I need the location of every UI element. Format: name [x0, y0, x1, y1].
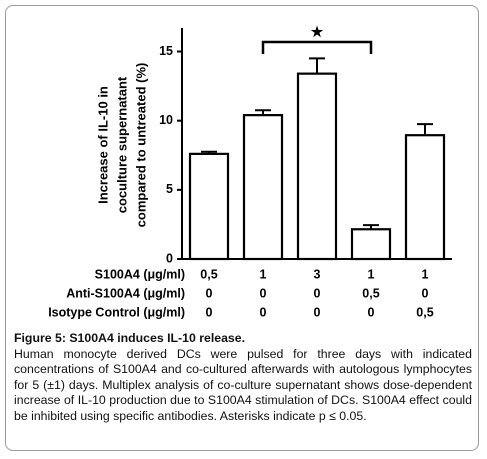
y-tick-label: 5	[166, 182, 173, 196]
bar	[242, 114, 284, 261]
cell: 0	[314, 286, 321, 300]
row-label: Isotype Control (μg/ml)	[48, 305, 185, 319]
cell: 0	[422, 286, 429, 300]
cell: 0	[314, 305, 321, 319]
y-tick-label: 10	[159, 113, 173, 127]
significance-bracket	[261, 40, 373, 54]
y-axis-label: coculture supernatant	[114, 76, 129, 213]
error-bar	[417, 123, 433, 136]
cell: 3	[314, 267, 321, 281]
cell: 0	[206, 286, 213, 300]
cell: 0,5	[200, 267, 217, 281]
bar	[296, 72, 338, 261]
y-tick-label: 0	[166, 251, 173, 265]
cell: 1	[260, 267, 267, 281]
error-bar	[201, 150, 217, 154]
error-bar	[309, 57, 325, 74]
bar	[404, 134, 446, 261]
row-label: Anti-S100A4 (μg/ml)	[66, 286, 185, 300]
error-bar	[363, 224, 379, 230]
cell: 1	[368, 267, 375, 281]
y-axis-label: Increase of IL-10 in	[95, 86, 110, 204]
cell: 0	[260, 305, 267, 319]
significance-star: ★	[311, 24, 324, 40]
figure-frame	[5, 5, 479, 451]
cell: 0	[206, 305, 213, 319]
cell: 1	[422, 267, 429, 281]
error-bar	[255, 109, 271, 116]
row-label: S100A4 (μg/ml)	[95, 267, 185, 281]
cell: 0	[260, 286, 267, 300]
caption: Figure 5: S100A4 induces IL-10 release. …	[14, 331, 472, 425]
cell: 0,5	[362, 286, 379, 300]
caption-body: Human monocyte derived DCs were pulsed f…	[14, 346, 472, 423]
bar	[350, 228, 392, 261]
cell: 0	[368, 305, 375, 319]
y-axis-label: compared to untreated (%)	[133, 63, 148, 228]
caption-title: Figure 5: S100A4 induces IL-10 release.	[14, 331, 246, 345]
y-tick-label: 15	[159, 44, 173, 58]
cell: 0,5	[416, 305, 433, 319]
bar	[188, 152, 230, 261]
